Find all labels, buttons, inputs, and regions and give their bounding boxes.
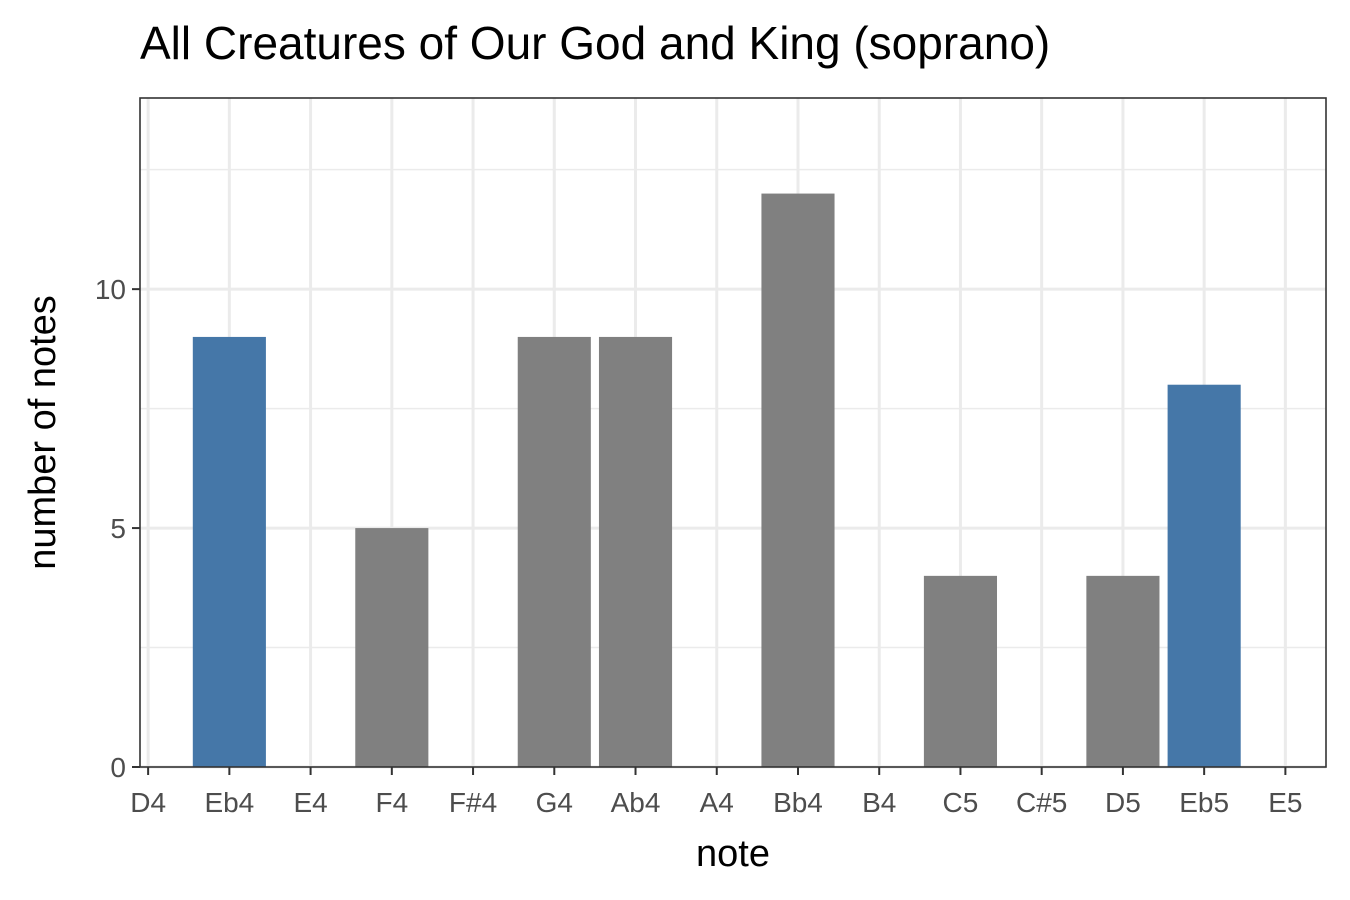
- bar-G4: [517, 336, 591, 767]
- y-tick-label: 10: [95, 274, 126, 305]
- bar-C5: [923, 575, 998, 767]
- bar-Eb4: [192, 336, 266, 767]
- x-tick-label: E4: [293, 787, 327, 818]
- x-tick-label: Eb5: [1179, 787, 1229, 818]
- y-tick-label: 5: [110, 513, 126, 544]
- x-axis: D4 Eb4 E4 F4 F#4 G4 Ab4 A4 Bb4 B4 C5 C#5 D5 Eb5 E5: [130, 767, 1303, 818]
- panel-border: [139, 97, 1327, 768]
- x-tick-label: C#5: [1016, 787, 1067, 818]
- x-tick-label: D5: [1105, 787, 1141, 818]
- bars: [192, 193, 1241, 768]
- x-tick-label: G4: [536, 787, 573, 818]
- x-tick-label: Bb4: [773, 787, 823, 818]
- x-tick-label: E5: [1268, 787, 1302, 818]
- x-tick-label: Ab4: [611, 787, 661, 818]
- x-tick-label: F4: [375, 787, 408, 818]
- y-axis: 0 5 10: [95, 274, 140, 783]
- x-tick-label: F#4: [449, 787, 497, 818]
- x-tick-label: B4: [862, 787, 896, 818]
- x-tick-label: Eb4: [204, 787, 254, 818]
- x-axis-title: note: [696, 833, 770, 875]
- bar-F4: [355, 528, 429, 767]
- chart-title: All Creatures of Our God and King (sopra…: [140, 17, 1051, 69]
- bar-D5: [1086, 575, 1160, 767]
- y-tick-label: 0: [110, 752, 126, 783]
- x-tick-label: D4: [130, 787, 166, 818]
- bar-Eb5: [1167, 384, 1241, 767]
- bar-Ab4: [598, 336, 673, 767]
- x-tick-label: A4: [700, 787, 734, 818]
- bar-Bb4: [761, 193, 835, 768]
- y-axis-title: number of notes: [22, 295, 64, 570]
- x-tick-label: C5: [943, 787, 979, 818]
